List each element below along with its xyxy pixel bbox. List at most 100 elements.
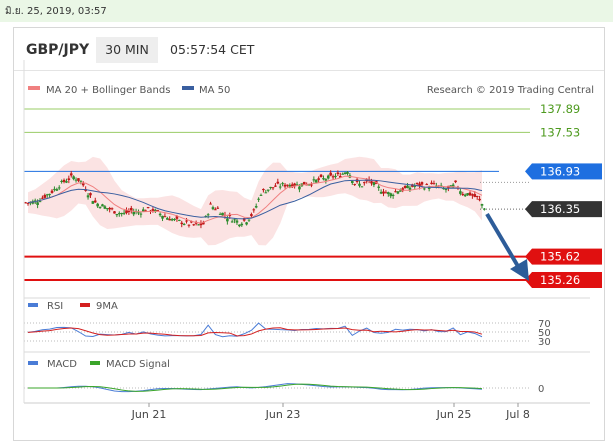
candle — [372, 181, 376, 188]
candlesticks — [24, 170, 486, 229]
candle — [93, 197, 97, 203]
candle — [350, 180, 354, 185]
candle — [463, 193, 467, 198]
price-level-135.62: 135.62 — [24, 248, 602, 265]
candle — [322, 175, 325, 181]
candle — [358, 180, 361, 188]
candle — [48, 193, 51, 198]
candle — [194, 220, 198, 226]
candle — [43, 193, 47, 199]
candle — [362, 181, 366, 186]
forecast-arrow-head — [510, 259, 529, 281]
bollinger-bands — [28, 156, 482, 246]
ma50-legend-swatch — [182, 86, 194, 90]
price-level-label: 137.53 — [540, 125, 580, 139]
candle — [60, 179, 63, 184]
candle — [173, 218, 176, 222]
candle — [185, 217, 188, 224]
candle — [408, 185, 412, 192]
rsi-ma-line — [27, 327, 483, 337]
candle — [382, 188, 385, 197]
candle — [252, 208, 256, 213]
candle — [96, 202, 99, 208]
candle — [182, 222, 186, 226]
candle — [41, 195, 44, 199]
candle — [406, 182, 409, 189]
candle — [192, 223, 196, 226]
candle — [336, 170, 340, 176]
candle — [480, 203, 484, 209]
candle — [144, 209, 148, 212]
candle — [461, 191, 465, 196]
macd-panel: MACD MACD Signal 0 — [24, 351, 590, 395]
candle — [26, 202, 30, 206]
candle — [53, 186, 56, 192]
candle — [115, 213, 119, 218]
rsi-ma-legend-swatch — [80, 303, 90, 307]
forecast-arrow-shaft — [485, 212, 521, 270]
macd-legend-label: MACD — [47, 359, 77, 370]
candle — [206, 213, 210, 219]
candle — [250, 212, 253, 218]
price-level-label: 135.26 — [540, 273, 580, 287]
candle — [401, 187, 405, 193]
candle — [178, 219, 181, 222]
candle — [233, 218, 236, 224]
candle — [139, 212, 143, 218]
credit-label: Research © 2019 Trading Central — [427, 85, 594, 96]
timestamp-bar: มิ.ย. 25, 2019, 03:57 — [0, 0, 613, 22]
price-level-label: 136.35 — [540, 202, 580, 216]
candle — [483, 207, 486, 211]
timeframe-selector[interactable]: 30 MIN — [96, 37, 158, 63]
x-tick-label: Jun 21 — [131, 408, 167, 421]
candle — [50, 189, 54, 194]
x-tick-label: Jun 25 — [436, 408, 472, 421]
candle — [168, 216, 172, 221]
candle — [24, 201, 27, 204]
macd-signal-legend-swatch — [90, 361, 100, 365]
candle — [425, 183, 429, 186]
candle — [459, 188, 462, 196]
candle — [117, 211, 121, 217]
candle — [77, 178, 80, 183]
macd-legend-swatch — [28, 361, 38, 365]
candle — [394, 188, 397, 193]
candle — [122, 209, 126, 216]
candle — [377, 184, 381, 191]
candle — [108, 206, 111, 213]
candle — [216, 206, 220, 209]
candle — [125, 207, 128, 215]
candle — [247, 219, 251, 222]
candle — [69, 170, 73, 178]
candle — [346, 171, 349, 176]
candle — [86, 193, 90, 200]
candle — [163, 213, 167, 218]
chart-header: GBP/JPY 30 MIN 05:57:54 CET — [14, 28, 604, 71]
macd-signal-legend-label: MACD Signal — [106, 359, 170, 370]
timestamp: มิ.ย. 25, 2019, 03:57 — [5, 6, 107, 17]
candle — [396, 190, 400, 195]
rsi-legend-swatch — [28, 303, 38, 307]
candle — [264, 189, 268, 194]
price-level-135.26: 135.26 — [24, 272, 602, 288]
rsi-level-50: 50 — [538, 328, 551, 339]
x-axis: Jun 21 Jun 23 Jun 25 Jul 8 — [23, 60, 590, 421]
candle — [319, 173, 323, 178]
candle — [238, 224, 241, 228]
candle — [199, 220, 203, 229]
candle — [57, 185, 61, 191]
candle — [283, 182, 287, 189]
candle — [276, 178, 280, 185]
candle — [384, 190, 388, 194]
candle — [110, 207, 114, 211]
symbol-label: GBP/JPY — [26, 42, 90, 58]
candle — [180, 220, 184, 228]
candle — [101, 203, 104, 207]
candle — [209, 201, 212, 205]
candle — [214, 207, 217, 211]
rsi-ma-legend-label: 9MA — [96, 301, 118, 312]
ma20-legend-swatch — [28, 86, 40, 90]
candle — [466, 193, 469, 196]
candle — [391, 193, 395, 199]
